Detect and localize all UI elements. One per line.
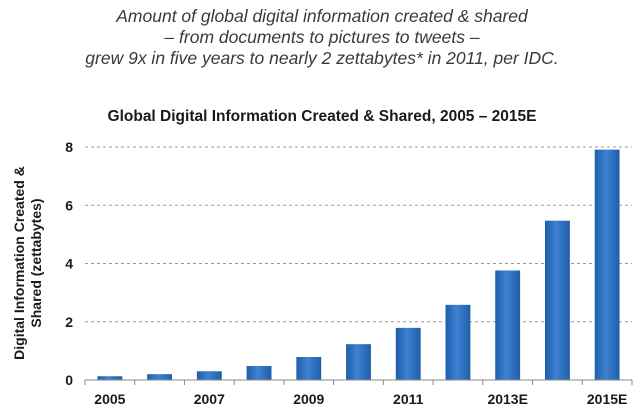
bar-2005 <box>97 376 123 380</box>
y-axis-label-line: Shared (zettabytes) <box>28 198 44 327</box>
bar-2013E <box>495 270 521 380</box>
x-tick-label: 2011 <box>393 391 424 407</box>
bar-2009 <box>296 356 322 380</box>
y-tick-label: 8 <box>65 139 73 155</box>
caption-line-1: Amount of global digital information cre… <box>116 6 528 26</box>
x-tick-label: 2009 <box>293 391 324 407</box>
x-tick-label: 2005 <box>94 391 125 407</box>
caption-line-3: grew 9x in five years to nearly 2 zettab… <box>85 48 559 68</box>
gridlines <box>85 146 632 323</box>
x-tick-label: 2007 <box>194 391 225 407</box>
chart-title: Global Digital Information Created & Sha… <box>107 108 537 125</box>
x-tick-label: 2015E <box>587 391 627 407</box>
bar-2010 <box>346 344 371 380</box>
y-tick-label: 2 <box>65 314 73 330</box>
bar-2015E <box>594 149 620 380</box>
axes <box>84 379 633 385</box>
y-tick-label: 6 <box>65 197 73 213</box>
y-tick-label: 0 <box>65 372 73 388</box>
y-axis-label-line: Digital Information Created & <box>11 166 27 360</box>
y-tick-label: 4 <box>65 256 73 272</box>
bar-2007 <box>196 371 222 380</box>
caption-line-2: – from documents to pictures to tweets – <box>164 27 480 47</box>
bar-2006 <box>147 374 173 380</box>
bar-2011 <box>395 327 421 380</box>
tick-labels: 0 2 4 6 8 2005 2007 2009 2011 2013E 2015E Digital I… <box>11 139 627 407</box>
bars <box>97 149 620 380</box>
bar-2012E <box>445 304 471 380</box>
x-tick-label: 2013E <box>487 391 527 407</box>
bar-2008 <box>246 366 272 380</box>
bar-2014E <box>544 220 570 380</box>
chart-caption: Amount of global digital information cre… <box>0 6 644 69</box>
